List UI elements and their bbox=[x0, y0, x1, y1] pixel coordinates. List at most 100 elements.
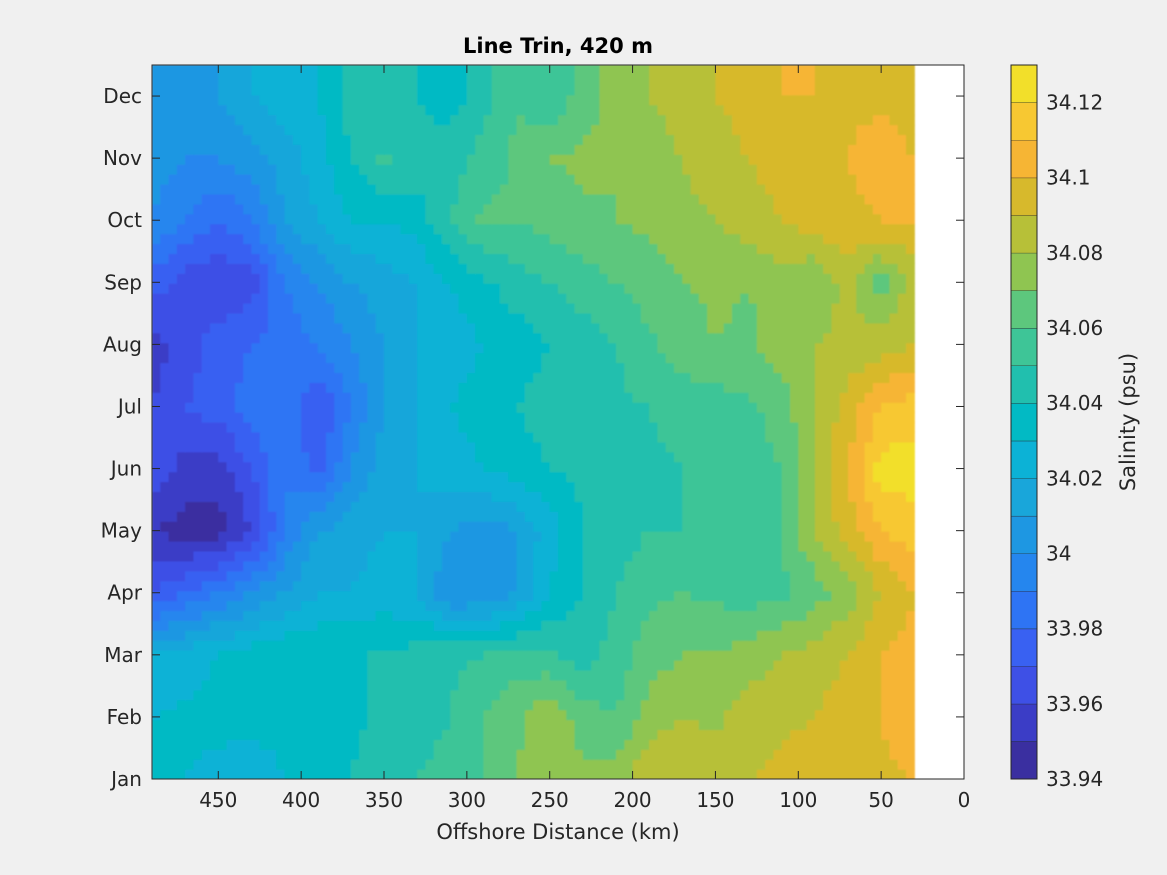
contour-cell bbox=[839, 570, 849, 582]
contour-cell bbox=[317, 620, 327, 631]
contour-cell bbox=[483, 590, 493, 602]
contour-cell bbox=[549, 312, 559, 324]
contour-cell bbox=[607, 511, 617, 522]
contour-cell bbox=[152, 412, 161, 423]
contour-cell bbox=[790, 729, 799, 740]
contour-cell bbox=[292, 233, 302, 245]
contour-cell bbox=[790, 253, 799, 264]
contour-cell bbox=[897, 521, 907, 532]
contour-cell bbox=[226, 243, 236, 255]
contour-cell bbox=[649, 303, 659, 314]
contour-cell bbox=[524, 679, 534, 691]
contour-cell bbox=[872, 590, 882, 602]
contour-cell bbox=[698, 719, 708, 731]
contour-cell bbox=[574, 650, 584, 661]
contour-cell bbox=[442, 699, 451, 711]
contour-cell bbox=[533, 580, 543, 592]
contour-cell bbox=[674, 382, 683, 393]
contour-cell bbox=[533, 620, 543, 631]
contour-cell bbox=[284, 352, 294, 364]
contour-cell bbox=[906, 332, 915, 344]
contour-cell bbox=[268, 541, 277, 552]
contour-cell bbox=[864, 332, 874, 344]
contour-cell bbox=[649, 759, 659, 770]
contour-cell bbox=[624, 293, 634, 304]
contour-cell bbox=[301, 441, 311, 453]
contour-cell bbox=[549, 749, 559, 760]
contour-cell bbox=[715, 303, 725, 314]
contour-cell bbox=[301, 293, 311, 304]
contour-cell bbox=[889, 660, 899, 671]
contour-cell bbox=[176, 342, 186, 354]
contour-cell bbox=[814, 491, 824, 502]
contour-cell bbox=[524, 461, 534, 473]
contour-cell bbox=[243, 709, 253, 721]
contour-cell bbox=[781, 511, 791, 522]
contour-cell bbox=[848, 600, 857, 612]
contour-cell bbox=[698, 273, 708, 284]
contour-cell bbox=[698, 560, 708, 572]
contour-cell bbox=[707, 521, 717, 532]
contour-cell bbox=[292, 531, 302, 542]
contour-cell bbox=[185, 352, 195, 364]
contour-cell bbox=[806, 293, 816, 304]
contour-cell bbox=[690, 749, 700, 760]
contour-cell bbox=[831, 392, 841, 403]
contour-cell bbox=[152, 689, 161, 701]
contour-cell bbox=[831, 501, 841, 512]
contour-cell bbox=[516, 412, 526, 423]
contour-cell bbox=[889, 362, 899, 374]
contour-cell bbox=[326, 402, 335, 413]
contour-cell bbox=[342, 600, 352, 612]
contour-cell bbox=[350, 392, 360, 403]
contour-cell bbox=[748, 729, 758, 740]
contour-cell bbox=[243, 501, 253, 512]
contour-cell bbox=[632, 550, 642, 562]
contour-cell bbox=[814, 322, 824, 334]
contour-cell bbox=[814, 689, 824, 701]
contour-cell bbox=[408, 491, 418, 502]
contour-cell bbox=[442, 580, 451, 592]
contour-cell bbox=[889, 352, 899, 364]
contour-cell bbox=[649, 392, 659, 403]
contour-cell bbox=[698, 511, 708, 522]
contour-cell bbox=[839, 521, 849, 532]
contour-cell bbox=[384, 669, 393, 681]
contour-cell bbox=[384, 521, 393, 532]
contour-cell bbox=[674, 719, 683, 731]
contour-cell bbox=[640, 620, 650, 631]
contour-cell bbox=[640, 660, 650, 671]
contour-cell bbox=[334, 511, 344, 522]
contour-cell bbox=[160, 392, 170, 403]
contour-cell bbox=[168, 293, 178, 304]
contour-cell bbox=[342, 531, 352, 542]
contour-cell bbox=[210, 689, 219, 701]
contour-cell bbox=[359, 521, 369, 532]
contour-cell bbox=[599, 273, 609, 284]
contour-cell bbox=[549, 521, 559, 532]
contour-cell bbox=[466, 481, 476, 493]
contour-cell bbox=[234, 412, 244, 423]
contour-cell bbox=[881, 402, 891, 413]
contour-cell bbox=[152, 283, 161, 294]
contour-cell bbox=[268, 650, 277, 661]
contour-cell bbox=[508, 293, 518, 304]
contour-cell bbox=[326, 273, 335, 284]
contour-cell bbox=[210, 481, 219, 493]
contour-cell bbox=[582, 650, 592, 661]
contour-cell bbox=[823, 689, 833, 701]
contour-cell bbox=[276, 590, 286, 602]
contour-cell bbox=[317, 590, 327, 602]
contour-cell bbox=[607, 471, 617, 483]
contour-cell bbox=[657, 342, 667, 354]
contour-cell bbox=[442, 660, 451, 671]
contour-cell bbox=[533, 669, 543, 681]
contour-cell bbox=[516, 759, 526, 770]
contour-cell bbox=[823, 303, 833, 314]
contour-cell bbox=[458, 412, 468, 423]
contour-cell bbox=[549, 392, 559, 403]
contour-cell bbox=[798, 531, 808, 542]
contour-cell bbox=[384, 322, 393, 334]
contour-cell bbox=[715, 332, 725, 344]
contour-cell bbox=[234, 541, 244, 552]
